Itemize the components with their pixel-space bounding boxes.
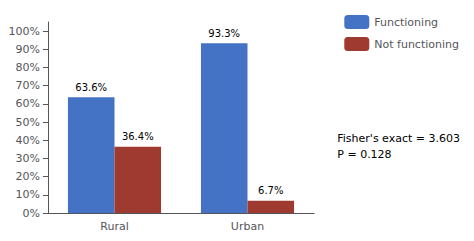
svg-text:Fisher's exact = 3.603: Fisher's exact = 3.603 [337, 132, 460, 145]
svg-text:36.4%: 36.4% [122, 131, 154, 142]
svg-text:30%: 30% [16, 152, 40, 165]
svg-text:40%: 40% [16, 134, 40, 147]
svg-text:Rural: Rural [100, 220, 128, 233]
svg-text:100%: 100% [9, 25, 40, 38]
svg-text:10%: 10% [16, 188, 40, 201]
svg-text:Functioning: Functioning [374, 16, 438, 29]
svg-text:50%: 50% [16, 116, 40, 129]
svg-text:80%: 80% [16, 61, 40, 74]
svg-text:70%: 70% [16, 79, 40, 92]
svg-text:P = 0.128: P = 0.128 [337, 148, 391, 161]
svg-text:Urban: Urban [231, 220, 264, 233]
svg-text:90%: 90% [16, 43, 40, 56]
svg-text:6.7%: 6.7% [258, 185, 283, 196]
svg-text:63.6%: 63.6% [75, 82, 107, 93]
svg-text:60%: 60% [16, 97, 40, 110]
svg-text:20%: 20% [16, 170, 40, 183]
svg-text:Not functioning: Not functioning [374, 38, 459, 51]
svg-text:0%: 0% [23, 207, 40, 220]
svg-text:93.3%: 93.3% [208, 28, 240, 39]
